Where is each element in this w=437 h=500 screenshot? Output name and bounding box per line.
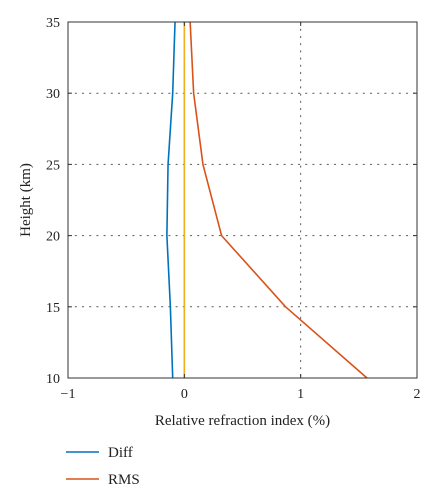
series-line-rms	[189, 21, 368, 379]
grid-lines	[67, 21, 418, 379]
legend-label-diff: Diff	[108, 445, 133, 461]
y-axis-label: Height (km)	[18, 163, 34, 237]
plot-frame	[67, 21, 418, 379]
y-tick-label: 30	[46, 87, 60, 102]
x-tick-label: 1	[297, 387, 304, 402]
legend: Diff RMS	[66, 445, 140, 488]
x-tick-label: 2	[414, 387, 421, 402]
legend-label-rms: RMS	[108, 472, 140, 488]
y-tick-label: 20	[46, 230, 60, 245]
y-tick-label: 25	[46, 158, 60, 173]
series-lines	[166, 21, 368, 379]
x-tick-label: −1	[61, 387, 76, 402]
y-tick-label: 35	[46, 16, 60, 31]
y-tick-label: 15	[46, 301, 60, 316]
x-axis-label: Relative refraction index (%)	[155, 413, 330, 429]
axis-ticks: −1 0 1 2 10 15 20 25 30 35	[46, 16, 421, 402]
y-tick-label: 10	[46, 372, 60, 387]
x-tick-label: 0	[181, 387, 188, 402]
series-line-diff	[166, 21, 176, 379]
